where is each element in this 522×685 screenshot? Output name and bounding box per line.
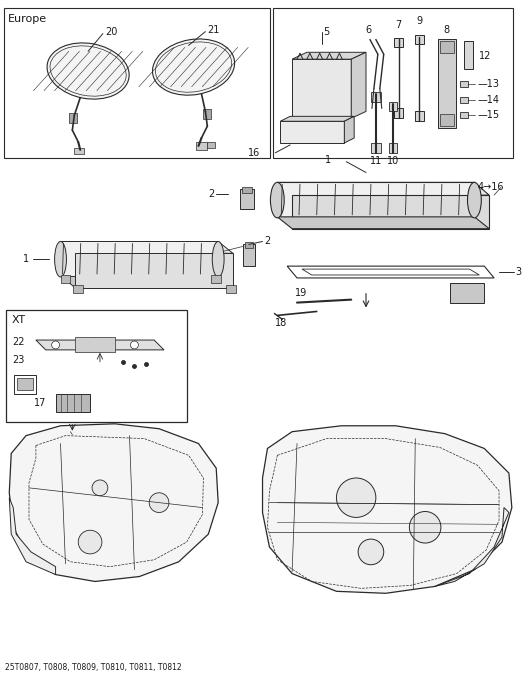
Polygon shape: [61, 242, 233, 253]
Text: 1: 1: [23, 254, 29, 264]
Polygon shape: [75, 253, 233, 288]
Text: 17: 17: [34, 398, 46, 408]
Bar: [416, 34, 424, 45]
Bar: [55, 395, 90, 412]
Text: XT: XT: [11, 315, 26, 325]
Circle shape: [130, 341, 138, 349]
Bar: [243, 245, 255, 266]
Bar: [459, 81, 468, 87]
Polygon shape: [277, 217, 489, 229]
Text: 6: 6: [365, 25, 371, 35]
Bar: [204, 110, 211, 119]
Text: 2: 2: [265, 236, 271, 247]
Polygon shape: [9, 424, 218, 582]
Bar: [438, 40, 456, 128]
Bar: [73, 285, 83, 292]
Bar: [394, 108, 404, 119]
Circle shape: [78, 530, 102, 554]
Bar: [211, 275, 221, 283]
Ellipse shape: [468, 182, 481, 218]
Bar: [394, 38, 404, 47]
Polygon shape: [280, 116, 354, 121]
Text: 19: 19: [295, 288, 307, 298]
Text: —13: —13: [477, 79, 500, 89]
Polygon shape: [61, 242, 218, 276]
Circle shape: [358, 539, 384, 564]
Text: 9: 9: [416, 16, 422, 26]
Bar: [242, 187, 252, 193]
Bar: [371, 92, 381, 101]
Polygon shape: [61, 276, 233, 288]
Polygon shape: [36, 340, 164, 350]
Text: 7: 7: [395, 20, 401, 29]
Bar: [459, 97, 468, 103]
Text: 5: 5: [324, 27, 330, 36]
Text: 4→16: 4→16: [478, 182, 504, 192]
Polygon shape: [292, 195, 489, 229]
Circle shape: [409, 512, 441, 543]
Bar: [371, 143, 381, 153]
Text: 3: 3: [516, 267, 522, 277]
Text: —15: —15: [477, 110, 500, 121]
Polygon shape: [277, 182, 489, 195]
Text: 10: 10: [386, 155, 399, 166]
Text: —14: —14: [477, 95, 500, 105]
Bar: [207, 142, 215, 148]
Bar: [274, 8, 513, 158]
Ellipse shape: [212, 242, 224, 277]
Bar: [450, 283, 484, 303]
Text: 21: 21: [207, 25, 220, 35]
Ellipse shape: [55, 242, 66, 277]
Bar: [389, 101, 397, 112]
Polygon shape: [292, 52, 366, 59]
Text: 2: 2: [208, 189, 214, 199]
Text: 1: 1: [325, 155, 331, 164]
Text: 16: 16: [248, 148, 260, 158]
Bar: [280, 121, 345, 143]
Bar: [74, 148, 84, 154]
Text: 12: 12: [479, 51, 492, 61]
Ellipse shape: [270, 182, 284, 218]
Text: 25T0807, T0808, T0809, T0810, T0811, T0812: 25T0807, T0808, T0809, T0810, T0811, T08…: [5, 663, 182, 672]
Bar: [292, 59, 351, 119]
Bar: [196, 142, 207, 150]
Text: 20: 20: [105, 27, 117, 36]
Polygon shape: [277, 182, 474, 217]
Bar: [226, 285, 236, 292]
Bar: [459, 112, 468, 119]
Bar: [69, 114, 77, 123]
Circle shape: [92, 480, 108, 496]
Bar: [240, 189, 254, 209]
Text: Europe: Europe: [8, 14, 48, 24]
Bar: [389, 143, 397, 153]
Text: 22: 22: [12, 337, 25, 347]
Circle shape: [149, 493, 169, 512]
Text: 18: 18: [275, 319, 288, 328]
Text: 23: 23: [12, 355, 25, 364]
Bar: [416, 112, 424, 121]
Polygon shape: [345, 116, 354, 143]
Polygon shape: [9, 498, 55, 575]
Polygon shape: [351, 52, 366, 119]
Polygon shape: [263, 426, 512, 593]
Bar: [61, 275, 70, 283]
Circle shape: [91, 338, 99, 346]
Polygon shape: [435, 508, 509, 586]
Bar: [464, 42, 473, 69]
Circle shape: [52, 341, 60, 349]
Bar: [6, 310, 187, 422]
Bar: [75, 337, 115, 352]
Bar: [440, 42, 454, 53]
Ellipse shape: [47, 43, 129, 99]
Ellipse shape: [152, 39, 234, 95]
Bar: [4, 8, 270, 158]
Bar: [245, 242, 253, 249]
Bar: [14, 375, 36, 395]
Text: 8: 8: [444, 25, 450, 35]
Bar: [17, 379, 33, 390]
Bar: [440, 114, 454, 126]
Text: 11: 11: [370, 155, 382, 166]
Circle shape: [337, 478, 376, 517]
